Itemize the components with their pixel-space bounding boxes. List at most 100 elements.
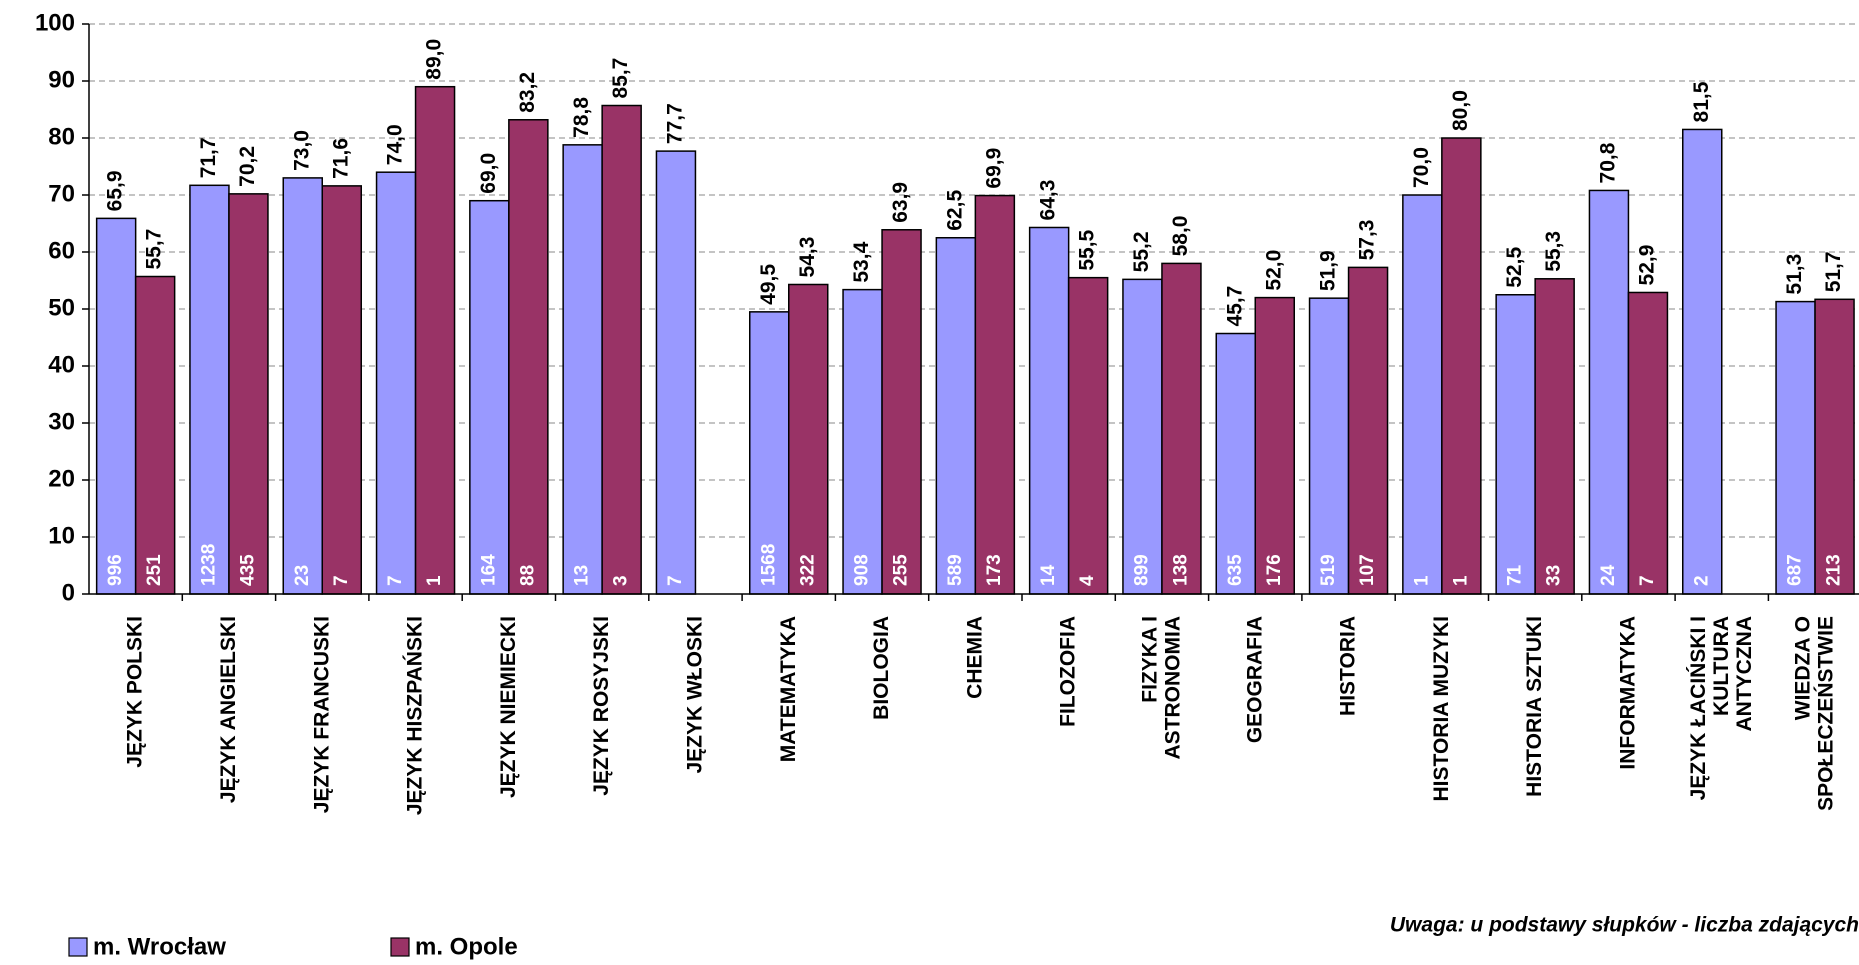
bar [601, 104, 642, 595]
value-label: 71,7 [197, 137, 220, 178]
x-tick-label: FIZYKA IASTRONOMIA [1138, 616, 1184, 760]
y-tick-label: 20 [48, 465, 75, 492]
value-label: 85,7 [609, 58, 632, 99]
count-label: 24 [1598, 564, 1619, 586]
legend-label: m. Wrocław [93, 933, 226, 960]
bar [282, 177, 323, 595]
count-label: 23 [292, 565, 313, 586]
value-label: 54,3 [796, 237, 819, 278]
y-tick-label: 10 [48, 522, 75, 549]
bar [1682, 128, 1723, 595]
x-tick-label: HISTORIA SZTUKI [1523, 616, 1546, 797]
count-label: 7 [385, 575, 406, 586]
count-label: 589 [945, 554, 966, 586]
bar [562, 144, 603, 595]
value-label: 45,7 [1223, 286, 1246, 327]
count-label: 687 [1785, 554, 1806, 586]
bar [1775, 300, 1816, 595]
value-label: 55,2 [1130, 231, 1153, 272]
count-label: 519 [1318, 554, 1339, 586]
count-label: 908 [852, 554, 873, 586]
count-label: 996 [105, 554, 126, 586]
value-label: 70,0 [1410, 147, 1433, 188]
bar [228, 193, 269, 595]
y-tick-label: 50 [48, 294, 75, 321]
count-label: 255 [891, 554, 912, 586]
value-label: 81,5 [1690, 81, 1713, 122]
x-tick-label: INFORMATYKA [1616, 616, 1639, 770]
y-tick-label: 30 [48, 408, 75, 435]
count-label: 138 [1170, 554, 1191, 586]
x-tick-label: MATEMATYKA [776, 616, 799, 762]
value-label: 49,5 [757, 264, 780, 305]
count-label: 71 [1505, 564, 1526, 586]
count-label: 3 [611, 575, 632, 586]
value-label: 69,9 [982, 148, 1005, 189]
count-label: 164 [478, 554, 499, 586]
bar [881, 229, 922, 595]
note: Uwaga: u podstawy słupków - liczba zdają… [1390, 914, 1859, 937]
x-tick-label: JĘZYK ŁACIŃSKI IKULTURAANTYCZNA [1686, 616, 1755, 800]
value-label: 51,3 [1783, 254, 1806, 295]
legend-swatch [68, 937, 88, 957]
count-label: 7 [331, 575, 352, 586]
bar [95, 217, 137, 595]
count-label: 1 [1450, 575, 1471, 586]
value-label: 55,3 [1542, 231, 1565, 272]
x-tick-label: JĘZYK HISZPAŃSKI [403, 616, 426, 815]
x-tick-label: JĘZYK WŁOSKI [683, 616, 706, 774]
bar [1588, 189, 1630, 595]
count-label: 1 [424, 575, 445, 586]
x-tick-label: JĘZYK POLSKI [123, 616, 146, 768]
bar [749, 311, 790, 595]
count-label: 4 [1077, 575, 1098, 586]
value-label: 69,0 [477, 153, 500, 194]
legend-label: m. Opole [415, 933, 518, 960]
bar [935, 237, 977, 595]
count-label: 88 [517, 565, 538, 586]
bar [1067, 276, 1109, 595]
value-label: 74,0 [384, 124, 407, 165]
legend-swatch [390, 937, 410, 957]
x-tick-label: JĘZYK ANGIELSKI [216, 616, 239, 803]
bar [321, 185, 362, 595]
count-label: 1 [1411, 575, 1432, 586]
bar [1441, 137, 1482, 595]
bar [414, 85, 456, 595]
bar [1495, 294, 1536, 595]
count-label: 14 [1038, 564, 1059, 586]
y-tick-label: 90 [48, 66, 75, 93]
value-label: 62,5 [943, 190, 966, 231]
count-label: 173 [984, 554, 1005, 586]
x-tick-label: HISTORIA MUZYKI [1429, 616, 1452, 802]
bar [1534, 278, 1575, 595]
count-label: 13 [572, 565, 593, 586]
x-tick-label: FILOZOFIA [1056, 616, 1079, 727]
bar [788, 283, 829, 595]
count-label: 435 [237, 554, 258, 586]
y-tick-label: 100 [35, 9, 75, 36]
value-label: 52,9 [1635, 245, 1658, 286]
value-label: 55,7 [143, 229, 166, 270]
x-tick-label: JĘZYK ROSYJSKI [590, 616, 613, 796]
count-label: 1568 [758, 544, 779, 586]
value-label: 73,0 [290, 130, 313, 171]
bar [1627, 291, 1669, 595]
bar [134, 275, 176, 595]
value-label: 65,9 [104, 170, 127, 211]
x-tick-label: CHEMIA [963, 616, 986, 699]
bar [1028, 226, 1070, 595]
bar [655, 150, 697, 595]
value-label: 51,9 [1317, 250, 1340, 291]
count-label: 322 [797, 554, 818, 586]
bar [974, 194, 1016, 595]
bar [189, 184, 230, 595]
value-label: 58,0 [1169, 216, 1192, 257]
value-label: 51,7 [1822, 251, 1845, 292]
count-label: 107 [1357, 554, 1378, 586]
value-label: 64,3 [1037, 180, 1060, 221]
bar [1254, 296, 1295, 595]
y-tick-label: 40 [48, 351, 75, 378]
count-label: 1238 [198, 544, 219, 586]
